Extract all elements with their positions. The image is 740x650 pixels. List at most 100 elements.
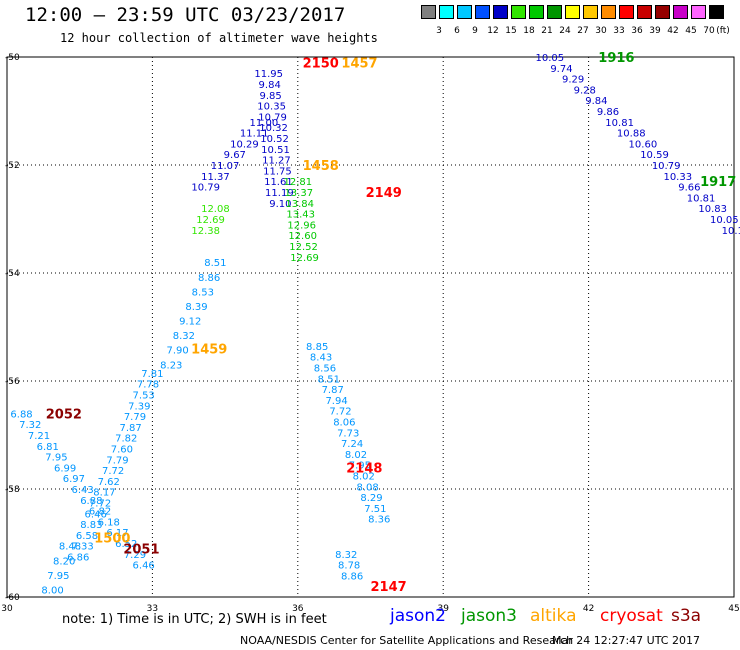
wave-height-value: 8.29 <box>360 493 382 504</box>
longitude-tick-label: 30 <box>1 604 13 614</box>
scale-tick-label: 33 <box>613 26 625 36</box>
wave-height-value: 7.33 <box>71 542 93 553</box>
wave-height-value: 10.35 <box>257 102 286 113</box>
wave-height-value: 11.00 <box>250 118 279 129</box>
wave-height-value: 10.59 <box>640 150 669 161</box>
wave-height-value: 8.86 <box>198 273 220 284</box>
wave-height-value: 6.43 <box>71 485 93 496</box>
wave-height-value: 9.28 <box>574 85 596 96</box>
scale-tick-label: 39 <box>649 26 661 36</box>
legend-item-cryosat: cryosat <box>600 606 663 626</box>
pass-time-label: 2147 <box>371 580 407 595</box>
wave-height-value: 8.51 <box>204 258 226 269</box>
footer-credit: NOAA/NESDIS Center for Satellite Applica… <box>240 634 574 647</box>
wave-height-value: 7.60 <box>111 445 133 456</box>
longitude-tick-label: 42 <box>583 604 594 614</box>
scale-tick-label: 18 <box>523 26 535 36</box>
wave-height-value: 10.14 <box>722 226 740 237</box>
scale-tick-label: 15 <box>505 26 517 36</box>
wave-height-value: 6.46 <box>85 509 107 520</box>
scale-tick-label: 12 <box>487 26 499 36</box>
wave-height-value: 13.84 <box>285 199 314 210</box>
wave-height-value: 7.95 <box>349 461 371 472</box>
wave-height-value: 6.17 <box>106 528 128 539</box>
wave-height-value: 12.08 <box>201 204 230 215</box>
scale-swatch <box>637 5 652 19</box>
scale-tick-label: 36 <box>631 26 643 36</box>
wave-height-value: 7.24 <box>341 439 363 450</box>
wave-height-value: 9.66 <box>678 183 700 194</box>
wave-height-value: 9.29 <box>562 75 584 86</box>
wave-height-value: 9.85 <box>260 91 282 102</box>
wave-height-value: 6.86 <box>67 553 89 564</box>
pass-time-label: 2149 <box>366 186 402 201</box>
wave-height-value: 10.88 <box>617 129 646 140</box>
latitude-tick-label: -58 <box>5 485 20 495</box>
wave-height-value: 6.99 <box>54 463 76 474</box>
wave-height-value: 10.79 <box>652 161 681 172</box>
scale-swatch <box>601 5 616 19</box>
wave-height-value: 8.06 <box>333 418 355 429</box>
footer-timestamp: Mar 24 12:27:47 UTC 2017 <box>552 634 700 647</box>
scale-tick-label: 27 <box>577 26 589 36</box>
wave-height-value: 11.19 <box>265 188 294 199</box>
scale-tick-label: 45 <box>685 26 697 36</box>
wave-height-value: 8.48 <box>59 542 81 553</box>
wave-height-value: 8.02 <box>345 450 367 461</box>
wave-height-value: 7.95 <box>45 453 67 464</box>
wave-height-value: 7.72 <box>89 499 111 510</box>
scale-tick-label: 42 <box>667 26 679 36</box>
scale-swatch <box>439 5 454 19</box>
wave-height-value: 13.43 <box>286 210 315 221</box>
latitude-tick-label: -54 <box>5 269 20 279</box>
wave-height-value: 12.96 <box>287 220 316 231</box>
wave-height-value: 7.21 <box>28 431 50 442</box>
wave-height-value: 11.61 <box>264 177 293 188</box>
wave-height-value: 6.81 <box>37 442 59 453</box>
wave-height-value: 13.37 <box>284 188 313 199</box>
wave-height-value: 8.02 <box>353 472 375 483</box>
scale-swatch <box>619 5 634 19</box>
wave-height-value: 7.81 <box>141 369 163 380</box>
pass-time-label: 1916 <box>598 51 634 66</box>
wave-height-value: 8.86 <box>341 571 363 582</box>
wave-height-value: 10.83 <box>698 204 727 215</box>
wave-height-value: 10.81 <box>605 118 634 129</box>
latitude-tick-label: -56 <box>5 377 20 387</box>
pass-time-label: 2052 <box>46 407 82 422</box>
wave-height-value: 7.90 <box>166 346 188 357</box>
wave-height-value: 7.78 <box>137 380 159 391</box>
page-title: 12:00 – 23:59 UTC 03/23/2017 <box>25 4 346 26</box>
wave-height-value: 7.72 <box>102 466 124 477</box>
wave-height-value: 10.52 <box>260 134 289 145</box>
pass-time-label: 1917 <box>700 175 736 190</box>
scale-swatch <box>655 5 670 19</box>
wave-height-value: 12.38 <box>191 226 220 237</box>
wave-height-value: 9.86 <box>597 107 619 118</box>
pass-time-label: 2148 <box>346 461 382 476</box>
wave-height-value: 6.88 <box>10 409 32 420</box>
wave-height-value: 12.52 <box>289 242 318 253</box>
pass-time-label: 2150 <box>303 56 339 71</box>
wave-height-value: 7.82 <box>115 434 137 445</box>
longitude-tick-label: 45 <box>728 604 739 614</box>
wave-height-value: 9.84 <box>585 96 607 107</box>
wave-height-value: 10.79 <box>191 183 220 194</box>
scale-tick-label: 3 <box>436 26 442 36</box>
map-frame <box>6 56 735 598</box>
wave-height-value: 7.79 <box>124 412 146 423</box>
pass-time-label: 1457 <box>341 56 377 71</box>
wave-height-value: 8.32 <box>335 550 357 561</box>
legend-item-jason2: jason2 <box>390 606 446 626</box>
wave-height-value: 12.60 <box>288 231 317 242</box>
wave-height-value: 8.20 <box>53 556 75 567</box>
wave-height-value: 6.97 <box>63 474 85 485</box>
scale-swatch <box>493 5 508 19</box>
scale-swatch <box>547 5 562 19</box>
wave-height-value: 7.32 <box>19 420 41 431</box>
legend-item-jason3: jason3 <box>461 606 517 626</box>
wave-height-value: 10.05 <box>536 53 565 64</box>
wave-height-value: 11.95 <box>254 69 283 80</box>
